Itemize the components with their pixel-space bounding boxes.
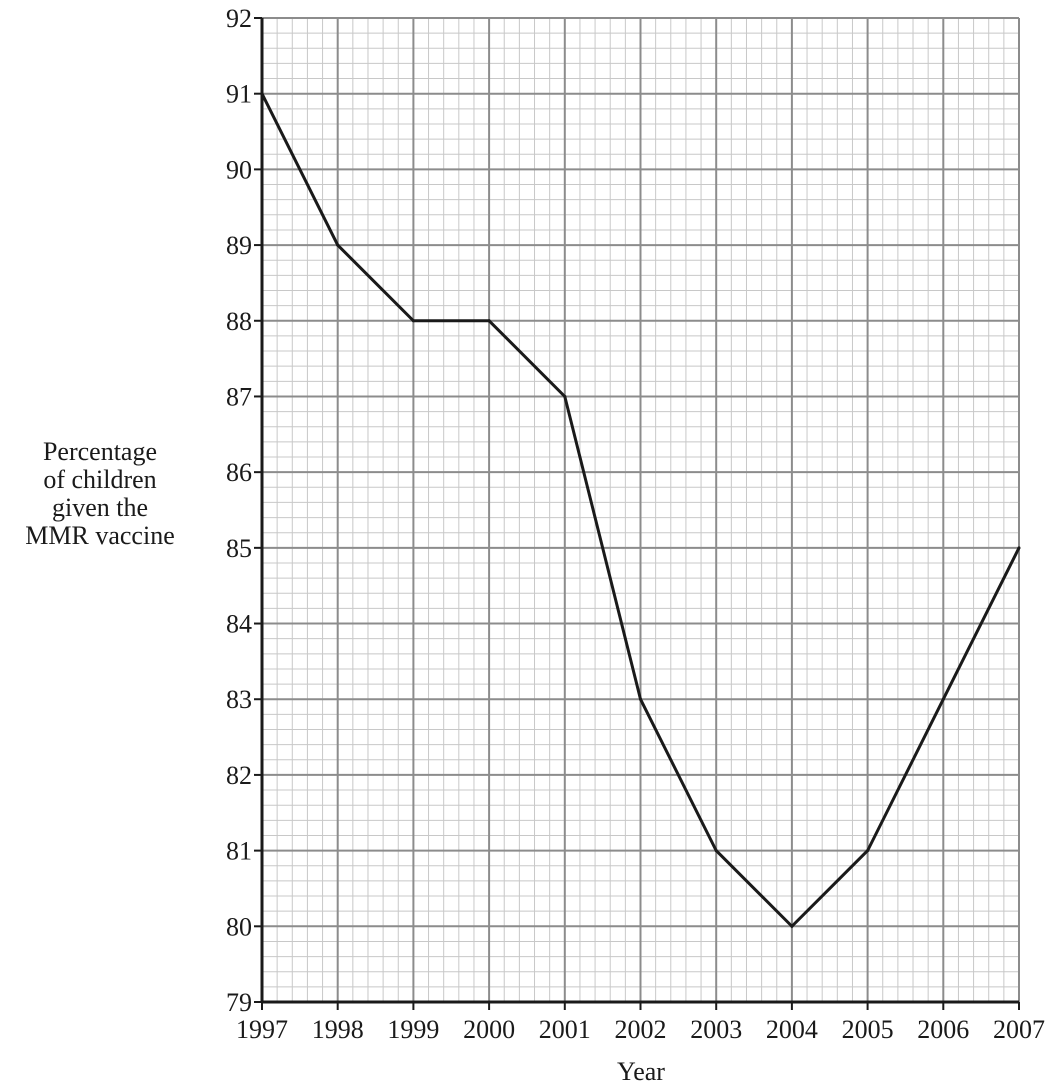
x-tick-label: 1999 — [387, 1015, 439, 1044]
x-tick-label: 2001 — [539, 1015, 591, 1044]
y-tick-label: 90 — [226, 155, 252, 184]
data-point — [412, 319, 415, 322]
x-tick-label: 2006 — [917, 1015, 969, 1044]
y-tick-label: 87 — [226, 382, 252, 411]
data-point — [942, 698, 945, 701]
data-point — [866, 849, 869, 852]
x-axis-ticks: 1997 1998 1999 2000 2001 2002 2003 2004 2005 2006… — [236, 1002, 1045, 1044]
x-axis-label: Year — [617, 1057, 665, 1086]
x-tick-label: 1998 — [312, 1015, 364, 1044]
x-tick-label: 2005 — [842, 1015, 894, 1044]
x-tick-label: 2002 — [615, 1015, 667, 1044]
major-gridlines — [262, 18, 1019, 1002]
data-point — [639, 698, 642, 701]
y-tick-label: 88 — [226, 307, 252, 336]
data-point — [790, 925, 793, 928]
y-tick-label: 79 — [226, 988, 252, 1017]
y-tick-label: 86 — [226, 458, 252, 487]
data-point — [1018, 546, 1021, 549]
x-tick-label: 1997 — [236, 1015, 288, 1044]
data-point — [261, 92, 264, 95]
x-tick-label: 2007 — [993, 1015, 1045, 1044]
y-tick-label: 80 — [226, 912, 252, 941]
x-tick-label: 2003 — [690, 1015, 742, 1044]
y-tick-label: 83 — [226, 685, 252, 714]
data-point — [488, 319, 491, 322]
data-point — [336, 244, 339, 247]
y-tick-label: 81 — [226, 837, 252, 866]
y-tick-label: 92 — [226, 4, 252, 33]
y-axis-ticks: 79 80 81 82 83 84 85 86 87 88 89 90 91 92 — [226, 4, 262, 1017]
y-tick-label: 82 — [226, 761, 252, 790]
x-tick-label: 2000 — [463, 1015, 515, 1044]
x-tick-label: 2004 — [766, 1015, 818, 1044]
y-tick-label: 91 — [226, 80, 252, 109]
y-tick-label: 85 — [226, 534, 252, 563]
y-tick-label: 84 — [226, 610, 252, 639]
data-point — [563, 395, 566, 398]
data-point — [715, 849, 718, 852]
y-tick-label: 89 — [226, 231, 252, 260]
